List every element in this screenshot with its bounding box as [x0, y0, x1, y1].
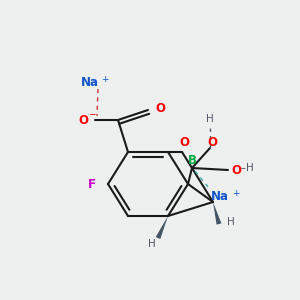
- Text: O: O: [179, 136, 189, 149]
- Text: –: –: [241, 163, 245, 173]
- Text: H: H: [206, 114, 214, 124]
- Text: O: O: [207, 136, 217, 149]
- Text: Na: Na: [81, 76, 99, 88]
- Text: B: B: [188, 154, 196, 166]
- Polygon shape: [156, 216, 168, 239]
- Text: H: H: [246, 163, 254, 173]
- Text: H: H: [148, 239, 156, 249]
- Text: O: O: [231, 164, 241, 176]
- Polygon shape: [213, 202, 221, 225]
- Text: Na: Na: [211, 190, 229, 202]
- Text: F: F: [88, 178, 96, 190]
- Text: O: O: [155, 101, 165, 115]
- Text: −: −: [88, 110, 96, 118]
- Text: +: +: [232, 190, 240, 199]
- Text: O: O: [78, 113, 88, 127]
- Text: H: H: [227, 217, 235, 227]
- Text: +: +: [101, 76, 109, 85]
